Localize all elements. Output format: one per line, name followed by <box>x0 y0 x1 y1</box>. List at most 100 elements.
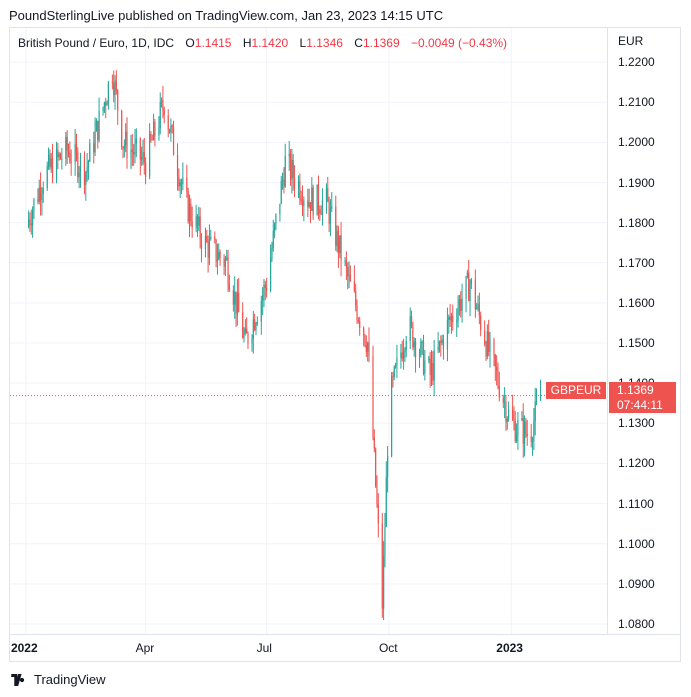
price-tick-label: 1.1800 <box>618 215 655 230</box>
candle-body <box>159 102 161 129</box>
candle-body <box>123 145 125 149</box>
candle-body <box>216 259 219 262</box>
candle-body <box>214 236 216 240</box>
tradingview-brand: TradingView <box>34 672 106 687</box>
candle-body <box>126 131 128 159</box>
candle-body <box>167 115 169 130</box>
candle-body <box>57 149 59 158</box>
price-tick-label: 1.1300 <box>618 416 655 431</box>
candle-body <box>50 158 52 168</box>
candle-body <box>39 187 42 201</box>
candle-body <box>429 358 431 375</box>
candle-body <box>67 150 70 154</box>
last-price-value: 1.1369 <box>617 383 654 397</box>
candle-body <box>149 133 151 177</box>
candle-body <box>275 214 277 224</box>
candle-body <box>224 259 226 267</box>
candle-body <box>356 305 358 320</box>
candlestick-chart[interactable] <box>10 28 607 634</box>
candle-body <box>331 206 333 209</box>
candle-body <box>508 409 510 419</box>
candle-body <box>182 177 184 185</box>
candle-body <box>357 319 359 322</box>
candle-body <box>188 203 191 222</box>
candle-body <box>111 82 113 84</box>
candle-body <box>273 223 276 231</box>
candle-body <box>353 281 355 291</box>
candle-body <box>134 143 136 155</box>
candle-body <box>442 339 445 350</box>
candle-body <box>280 181 282 204</box>
candle-body <box>77 152 79 178</box>
candle-body <box>480 315 482 331</box>
candle-body <box>526 434 528 437</box>
candle-body <box>49 154 51 168</box>
candle-body <box>30 223 32 226</box>
candle-body <box>94 131 96 153</box>
candle-body <box>78 172 80 178</box>
price-tick-label: 1.2000 <box>618 135 655 150</box>
high-label: H <box>242 36 252 50</box>
candle-body <box>152 121 155 141</box>
candle-body <box>187 191 189 222</box>
price-tick-label: 1.0900 <box>618 576 655 591</box>
candle-body <box>494 354 496 367</box>
candle-body <box>432 362 434 381</box>
candle-body <box>227 257 229 285</box>
open-label: O <box>185 36 195 50</box>
candle-body <box>514 420 516 442</box>
candle-body <box>162 100 164 110</box>
candle-body <box>38 187 40 202</box>
candle-body <box>195 216 197 228</box>
candle-body <box>244 328 246 334</box>
candle-body <box>65 137 67 159</box>
candle-body <box>438 340 441 348</box>
candle-body <box>328 201 330 224</box>
candle-body <box>372 355 374 438</box>
candle-body <box>289 153 292 180</box>
candle-body <box>105 102 107 106</box>
candle-body <box>158 128 160 136</box>
candle-body <box>307 200 309 207</box>
candle-body <box>271 248 273 259</box>
time-axis-divider <box>10 634 680 635</box>
candle-body <box>255 324 257 330</box>
candle-body <box>440 340 442 343</box>
candle-body <box>232 290 234 305</box>
candle-body <box>121 110 123 147</box>
price-tick-label: 1.1100 <box>618 496 654 511</box>
candle-body <box>404 350 406 352</box>
chart-frame[interactable] <box>9 27 681 662</box>
publisher-caption: PoundSterlingLive published on TradingVi… <box>9 8 444 23</box>
candle-body <box>468 272 470 301</box>
candle-body <box>172 127 175 156</box>
candle-body <box>291 160 293 180</box>
candle-body <box>383 555 385 609</box>
candle-body <box>446 320 449 350</box>
currency-label[interactable]: EUR <box>618 34 644 48</box>
price-tick-label: 1.1600 <box>618 295 655 310</box>
candle-body <box>312 187 314 216</box>
price-tick-label: 1.1900 <box>618 175 655 190</box>
candle-body <box>198 216 200 226</box>
candle-body <box>452 315 454 323</box>
low-label: L <box>299 36 307 50</box>
candle-body <box>196 216 199 226</box>
candle-body <box>414 341 417 358</box>
candle-body <box>160 100 163 103</box>
candle-body <box>498 385 500 398</box>
candle-body <box>89 143 91 162</box>
candle-body <box>381 523 383 609</box>
candle-body <box>114 80 116 95</box>
candle-body <box>515 434 518 442</box>
candle-body <box>95 120 98 132</box>
candle-body <box>204 236 207 250</box>
tradingview-footer[interactable]: TradingView <box>10 672 106 687</box>
open-value: 1.1415 <box>194 36 232 50</box>
candle-body <box>530 436 532 442</box>
candle-body <box>413 341 415 348</box>
candle-body <box>28 219 30 227</box>
candle-body <box>130 149 132 159</box>
candle-body <box>297 180 300 188</box>
candle-body <box>522 418 524 444</box>
